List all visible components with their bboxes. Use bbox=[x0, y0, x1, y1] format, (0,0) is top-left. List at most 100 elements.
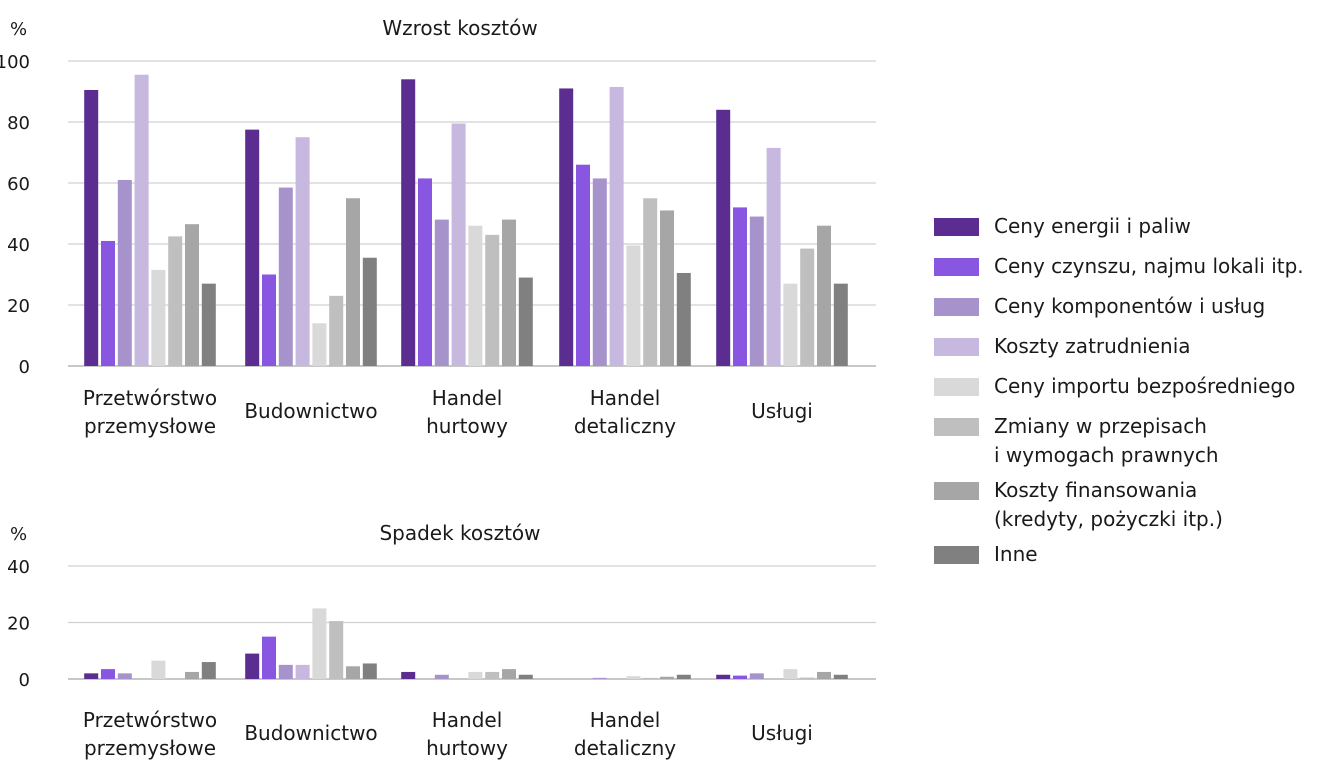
y-tick-label: 0 bbox=[19, 357, 30, 378]
legend-label: Ceny importu bezpośredniego bbox=[994, 374, 1296, 398]
bar bbox=[716, 674, 731, 679]
x-category-label: Handel bbox=[432, 386, 503, 410]
bar bbox=[262, 636, 276, 679]
bar bbox=[609, 86, 624, 367]
y-tick-label: 60 bbox=[7, 174, 30, 195]
bar bbox=[185, 671, 199, 679]
y-tick-label: 20 bbox=[7, 296, 30, 317]
bar bbox=[749, 673, 764, 679]
x-category-label: Handel bbox=[432, 708, 503, 732]
x-category-label: hurtowy bbox=[426, 414, 508, 438]
legend-label: Ceny energii i paliw bbox=[994, 214, 1191, 238]
bar bbox=[151, 660, 166, 679]
legend-label: Koszty finansowania bbox=[994, 478, 1198, 502]
bar bbox=[434, 219, 449, 366]
bar bbox=[800, 677, 815, 679]
y-tick-label: 80 bbox=[7, 113, 30, 134]
x-category-label: Handel bbox=[590, 708, 661, 732]
bar bbox=[312, 608, 327, 679]
bar bbox=[117, 673, 132, 679]
bar bbox=[592, 677, 607, 679]
bar bbox=[749, 216, 764, 366]
bar bbox=[201, 283, 216, 366]
bar bbox=[151, 269, 166, 366]
legend: Ceny energii i paliw Ceny czynszu, najmu… bbox=[934, 212, 1324, 580]
bar bbox=[295, 137, 310, 366]
bar bbox=[766, 147, 781, 366]
bar bbox=[312, 323, 327, 366]
bar bbox=[660, 676, 674, 679]
bar bbox=[362, 663, 377, 679]
bar bbox=[329, 295, 344, 366]
bar bbox=[626, 245, 641, 366]
bar bbox=[733, 207, 747, 366]
bar bbox=[278, 187, 293, 366]
bar bbox=[346, 198, 360, 366]
bar bbox=[117, 179, 132, 366]
y-tick-label: 40 bbox=[7, 557, 30, 578]
legend-swatch-import bbox=[934, 378, 979, 396]
x-category-label: przemysłowe bbox=[84, 736, 216, 760]
bar bbox=[716, 109, 731, 367]
bar bbox=[518, 277, 533, 366]
bar bbox=[502, 669, 516, 679]
bar bbox=[134, 74, 149, 366]
bar bbox=[518, 674, 533, 679]
legend-label: Koszty zatrudnienia bbox=[994, 334, 1191, 358]
bar bbox=[676, 272, 691, 366]
bar bbox=[84, 673, 99, 679]
bar bbox=[168, 236, 183, 366]
bar bbox=[185, 224, 199, 366]
bar bbox=[418, 178, 432, 366]
bar bbox=[502, 219, 516, 366]
legend-item-energy: Ceny energii i paliw bbox=[934, 212, 1324, 252]
legend-swatch-financing bbox=[934, 482, 979, 500]
bar bbox=[626, 676, 641, 679]
x-category-label: Usługi bbox=[751, 399, 813, 423]
x-category-label: Usługi bbox=[751, 721, 813, 745]
legend-item-components: Ceny komponentów i usług bbox=[934, 292, 1324, 332]
x-category-label: Budownictwo bbox=[244, 721, 377, 745]
chart-title: Wzrost kosztów bbox=[382, 16, 537, 40]
x-category-label: przemysłowe bbox=[84, 414, 216, 438]
x-category-label: detaliczny bbox=[574, 736, 676, 760]
legend-label: Inne bbox=[994, 542, 1038, 566]
legend-item-regulations: Zmiany w przepisach i wymogach prawnych bbox=[934, 412, 1324, 476]
bar bbox=[559, 88, 574, 366]
bar bbox=[101, 240, 115, 366]
y-axis-label: % bbox=[10, 524, 27, 545]
x-category-label: hurtowy bbox=[426, 736, 508, 760]
chart-title: Spadek kosztów bbox=[379, 521, 540, 545]
bar bbox=[485, 234, 500, 366]
legend-swatch-energy bbox=[934, 218, 979, 236]
bar bbox=[676, 674, 691, 679]
bar bbox=[576, 164, 590, 366]
bar bbox=[278, 664, 293, 679]
legend-swatch-components bbox=[934, 298, 979, 316]
legend-label: Ceny czynszu, najmu lokali itp. bbox=[994, 254, 1304, 278]
legend-item-other: Inne bbox=[934, 540, 1324, 580]
bar bbox=[329, 621, 344, 679]
bar bbox=[817, 671, 831, 679]
bar bbox=[592, 178, 607, 366]
legend-label: Zmiany w przepisach bbox=[994, 414, 1207, 438]
legend-item-import: Ceny importu bezpośredniego bbox=[934, 372, 1324, 412]
x-category-label: Przetwórstwo bbox=[83, 708, 217, 732]
bar bbox=[783, 669, 798, 679]
bar bbox=[84, 89, 99, 366]
legend-swatch-regulations bbox=[934, 418, 979, 436]
legend-swatch-other bbox=[934, 546, 979, 564]
y-axis-label: % bbox=[10, 19, 27, 40]
x-category-label: Przetwórstwo bbox=[83, 386, 217, 410]
y-tick-label: 100 bbox=[0, 52, 30, 73]
bar bbox=[451, 123, 466, 367]
bar bbox=[817, 225, 831, 366]
bar bbox=[401, 79, 416, 367]
legend-label-line2: i wymogach prawnych bbox=[994, 443, 1219, 467]
x-category-label: Handel bbox=[590, 386, 661, 410]
legend-label-line2: (kredyty, pożyczki itp.) bbox=[994, 507, 1223, 531]
legend-item-financing: Koszty finansowania (kredyty, pożyczki i… bbox=[934, 476, 1324, 540]
bar bbox=[468, 225, 483, 366]
y-tick-label: 40 bbox=[7, 235, 30, 256]
